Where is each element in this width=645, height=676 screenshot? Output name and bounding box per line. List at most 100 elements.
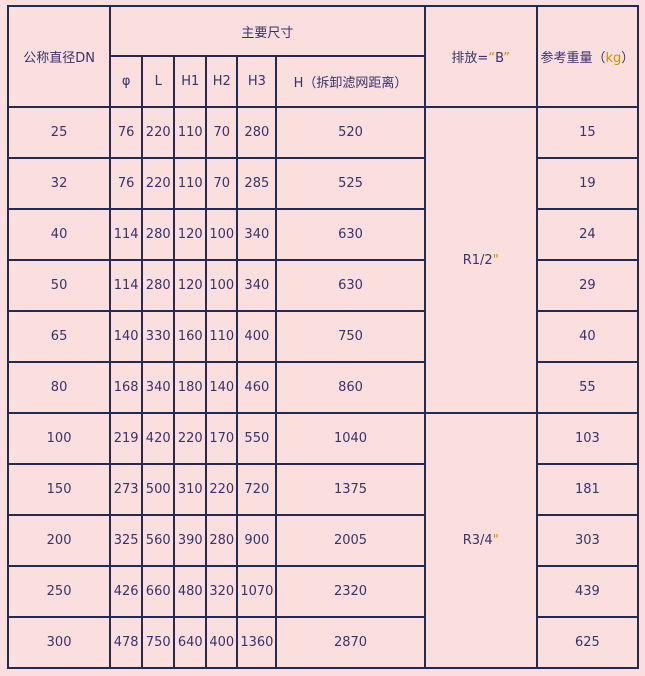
phi-cell: 114	[109, 208, 144, 261]
dn-cell: 300	[6, 616, 112, 669]
dn-cell: 200	[6, 514, 112, 567]
dn-cell: 150	[6, 463, 112, 516]
phi-cell: 114	[109, 259, 144, 312]
table-row: 65 140 330 160 110 400 750 40	[6, 310, 640, 363]
h1-cell: 180	[173, 361, 208, 414]
h3-cell: 340	[236, 259, 278, 312]
table-row: 100 219 420 220 170 550 1040 R3/4" 103	[6, 412, 640, 669]
h-cell: 1040	[275, 412, 426, 465]
header-main-dimensions-group: 主要尺寸	[109, 5, 426, 57]
h3-cell: 720	[236, 463, 278, 516]
weight-cell: 24	[535, 208, 640, 261]
h-cell: 630	[275, 208, 426, 261]
l-cell: 660	[141, 565, 176, 618]
h3-cell: 400	[236, 310, 278, 363]
h-cell: 630	[275, 259, 426, 312]
weight-cell: 181	[535, 463, 640, 516]
h3-cell: 460	[236, 361, 278, 414]
header-reference-weight: 参考重量（kg）	[535, 5, 640, 108]
h1-cell: 110	[173, 106, 208, 159]
table-row: 25 76 220 110 70 280 520 R1/2" 15	[6, 106, 640, 414]
table-row: 250 426 660 480 320 1070 2320 439	[6, 565, 640, 618]
drain-size-quote: "	[492, 533, 499, 548]
h-cell: 2320	[275, 565, 426, 618]
h-cell: 860	[275, 361, 426, 414]
drain-size-cell-r-three-quarter: R3/4"	[423, 412, 538, 669]
subheader-h2: H2	[205, 55, 239, 108]
dimension-spec-table: 公称直径DN 主要尺寸 排放=“B” 参考重量（kg） φ L H1 H2 H3…	[6, 5, 640, 669]
header-drain-close-quote: ”	[503, 51, 511, 66]
header-drain-prefix: 排放=	[451, 51, 489, 66]
dn-cell: 80	[6, 361, 112, 414]
h1-cell: 220	[173, 412, 208, 465]
h-cell: 750	[275, 310, 426, 363]
l-cell: 560	[141, 514, 176, 567]
h-cell: 2005	[275, 514, 426, 567]
phi-cell: 168	[109, 361, 144, 414]
h2-cell: 110	[205, 310, 239, 363]
subheader-phi: φ	[109, 55, 144, 108]
weight-cell: 15	[535, 106, 640, 159]
h2-cell: 70	[205, 157, 239, 210]
h2-cell: 170	[205, 412, 239, 465]
phi-cell: 273	[109, 463, 144, 516]
weight-cell: 303	[535, 514, 640, 567]
header-drain-open-quote: “	[488, 51, 496, 66]
dn-cell: 100	[6, 412, 112, 465]
phi-cell: 76	[109, 106, 144, 159]
h1-cell: 120	[173, 208, 208, 261]
h2-cell: 100	[205, 259, 239, 312]
weight-cell: 19	[535, 157, 640, 210]
subheader-h1: H1	[173, 55, 208, 108]
h-cell: 520	[275, 106, 426, 159]
h3-cell: 340	[236, 208, 278, 261]
header-weight-unit: kg	[605, 51, 622, 66]
table-row: 32 76 220 110 70 285 525 19	[6, 157, 640, 210]
table-row: 80 168 340 180 140 460 860 55	[6, 361, 640, 414]
weight-cell: 439	[535, 565, 640, 618]
phi-cell: 478	[109, 616, 144, 669]
drain-size-quote: "	[492, 252, 499, 268]
weight-cell: 55	[535, 361, 640, 414]
weight-cell: 625	[535, 616, 640, 669]
h1-cell: 480	[173, 565, 208, 618]
h2-cell: 100	[205, 208, 239, 261]
h3-cell: 1360	[236, 616, 278, 669]
header-weight-suffix: ）	[621, 51, 635, 66]
table-row: 40 114 280 120 100 340 630 24	[6, 208, 640, 261]
table-row: 300 478 750 640 400 1360 2870 625	[6, 616, 640, 669]
l-cell: 280	[141, 259, 176, 312]
phi-cell: 76	[109, 157, 144, 210]
header-drain-letter: B	[495, 51, 504, 66]
h2-cell: 70	[205, 106, 239, 159]
table-row: 150 273 500 310 220 720 1375 181	[6, 463, 640, 516]
drain-size-value: R3/4	[462, 533, 493, 548]
h-cell: 1375	[275, 463, 426, 516]
table-row: 50 114 280 120 100 340 630 29	[6, 259, 640, 312]
h3-cell: 1070	[236, 565, 278, 618]
l-cell: 500	[141, 463, 176, 516]
dn-cell: 25	[6, 106, 112, 159]
h1-cell: 120	[173, 259, 208, 312]
h3-cell: 280	[236, 106, 278, 159]
drain-size-value: R1/2	[462, 252, 493, 268]
dn-cell: 40	[6, 208, 112, 261]
h1-cell: 160	[173, 310, 208, 363]
phi-cell: 426	[109, 565, 144, 618]
h2-cell: 140	[205, 361, 239, 414]
h2-cell: 400	[205, 616, 239, 669]
header-nominal-diameter: 公称直径DN	[6, 5, 112, 108]
l-cell: 420	[141, 412, 176, 465]
h3-cell: 285	[236, 157, 278, 210]
h1-cell: 310	[173, 463, 208, 516]
drain-size-cell-r-half: R1/2"	[423, 106, 538, 414]
h3-cell: 900	[236, 514, 278, 567]
dn-cell: 50	[6, 259, 112, 312]
l-cell: 280	[141, 208, 176, 261]
subheader-l: L	[141, 55, 176, 108]
h1-cell: 640	[173, 616, 208, 669]
subheader-h3: H3	[236, 55, 278, 108]
dn-cell: 250	[6, 565, 112, 618]
l-cell: 220	[141, 157, 176, 210]
